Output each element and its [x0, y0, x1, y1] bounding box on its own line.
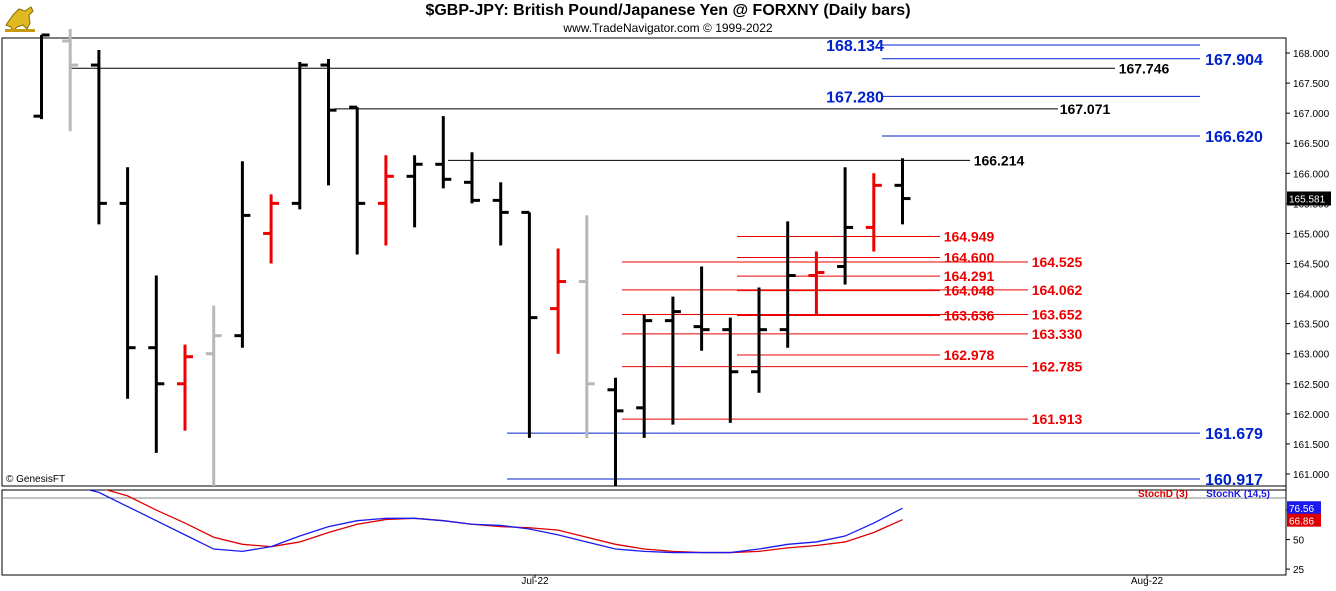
level-label: 161.913 — [1032, 411, 1083, 427]
level-label: 162.785 — [1032, 359, 1083, 375]
chart-frame: © GenesisFT — [1, 37, 1287, 576]
bull-logo-icon — [3, 3, 37, 38]
price-bar — [320, 59, 337, 186]
price-bar — [435, 116, 452, 189]
level-label: 160.917 — [1205, 472, 1263, 489]
price-bar — [636, 314, 653, 438]
price-bar — [234, 161, 251, 348]
level-label: 162.978 — [944, 347, 995, 363]
last-price-label: 165.581 — [1289, 194, 1326, 205]
price-bar — [722, 317, 739, 423]
price-bar — [808, 251, 825, 315]
level-label: 164.062 — [1032, 282, 1083, 298]
price-bar — [263, 194, 280, 264]
price-axis-label: 162.000 — [1293, 410, 1330, 421]
price-axis-label: 168.000 — [1293, 49, 1330, 60]
stochk-legend: StochK (14,5) — [1206, 489, 1270, 500]
price-bar — [90, 50, 107, 225]
price-bar — [291, 62, 308, 210]
level-label: 163.636 — [944, 307, 995, 323]
price-bar — [33, 33, 50, 120]
stochd-value: 66.86 — [1289, 517, 1314, 528]
stochk-value-badge — [1287, 501, 1321, 515]
price-bar — [148, 275, 165, 453]
stoch-axis-label: 50 — [1293, 536, 1305, 547]
price-axis-label: 165.000 — [1293, 229, 1330, 240]
level-label: 166.214 — [974, 152, 1025, 168]
stoch-panel-border — [1, 489, 1287, 576]
stochd-value-badge — [1287, 513, 1321, 527]
price-bar — [894, 158, 911, 225]
price-bar — [406, 155, 423, 228]
price-axis-label: 167.000 — [1293, 109, 1330, 120]
last-price-badge — [1287, 191, 1331, 206]
price-bar — [578, 215, 595, 438]
level-label: 163.652 — [1032, 306, 1083, 322]
price-bar — [865, 173, 882, 252]
axes: 168.000 167.500 167.000 166.500 166.000 165.5… — [521, 38, 1331, 587]
level-label: 167.746 — [1119, 60, 1170, 76]
price-bar — [205, 305, 222, 486]
price-axis-label: 163.500 — [1293, 320, 1330, 331]
chart-subtitle: www.TradeNavigator.com © 1999-2022 — [563, 21, 773, 35]
levels: 168.134 167.904 167.746 167.280 167.071 166.6… — [70, 38, 1263, 489]
stochd-line — [104, 490, 903, 554]
price-bar — [492, 182, 509, 246]
price-axis-label: 167.500 — [1293, 79, 1330, 90]
price-bar — [377, 155, 394, 246]
price-axis-label: 162.500 — [1293, 380, 1330, 391]
price-axis-label: 161.500 — [1293, 440, 1330, 451]
price-bar — [521, 210, 538, 438]
level-label: 161.679 — [1205, 426, 1263, 443]
stochk-value: 76.56 — [1289, 504, 1314, 515]
price-bar — [119, 167, 136, 399]
price-bar — [550, 248, 567, 354]
price-axis-label: 161.000 — [1293, 470, 1330, 481]
x-axis-label: Aug-22 — [1131, 576, 1164, 587]
level-label: 167.904 — [1205, 52, 1263, 69]
x-axis-label: Jul-22 — [521, 576, 549, 587]
level-label: 164.291 — [944, 268, 995, 284]
price-bar — [607, 377, 624, 486]
price-bar — [837, 167, 854, 285]
price-bar — [751, 287, 767, 393]
price-bars — [33, 28, 911, 486]
level-label: 164.048 — [944, 283, 995, 299]
level-label: 164.600 — [944, 249, 995, 265]
level-label: 167.071 — [1060, 101, 1111, 117]
chart-title: $GBP-JPY: British Pound/Japanese Yen @ F… — [425, 2, 911, 19]
price-bar — [664, 296, 681, 425]
level-label: 167.280 — [826, 89, 884, 106]
price-axis-label: 166.500 — [1293, 139, 1330, 150]
level-label: 168.134 — [826, 38, 884, 55]
price-bar — [464, 152, 480, 204]
stoch-axis-label: 25 — [1293, 565, 1305, 576]
price-axis-label: 164.500 — [1293, 260, 1330, 271]
price-bar — [693, 266, 710, 351]
price-bar — [177, 344, 193, 431]
stochd-legend: StochD (3) — [1138, 489, 1188, 500]
price-bar — [62, 28, 79, 132]
level-label: 163.330 — [1032, 326, 1083, 342]
watermark: © GenesisFT — [6, 474, 65, 485]
price-bar — [349, 105, 366, 255]
price-axis-label: 166.000 — [1293, 169, 1330, 180]
price-bar — [779, 221, 796, 348]
price-axis-label: 163.000 — [1293, 350, 1330, 361]
price-axis-label: 164.000 — [1293, 290, 1330, 301]
level-label: 164.949 — [944, 229, 995, 245]
level-label: 164.525 — [1032, 254, 1083, 270]
stochk-line — [86, 490, 903, 554]
level-label: 166.620 — [1205, 129, 1263, 146]
